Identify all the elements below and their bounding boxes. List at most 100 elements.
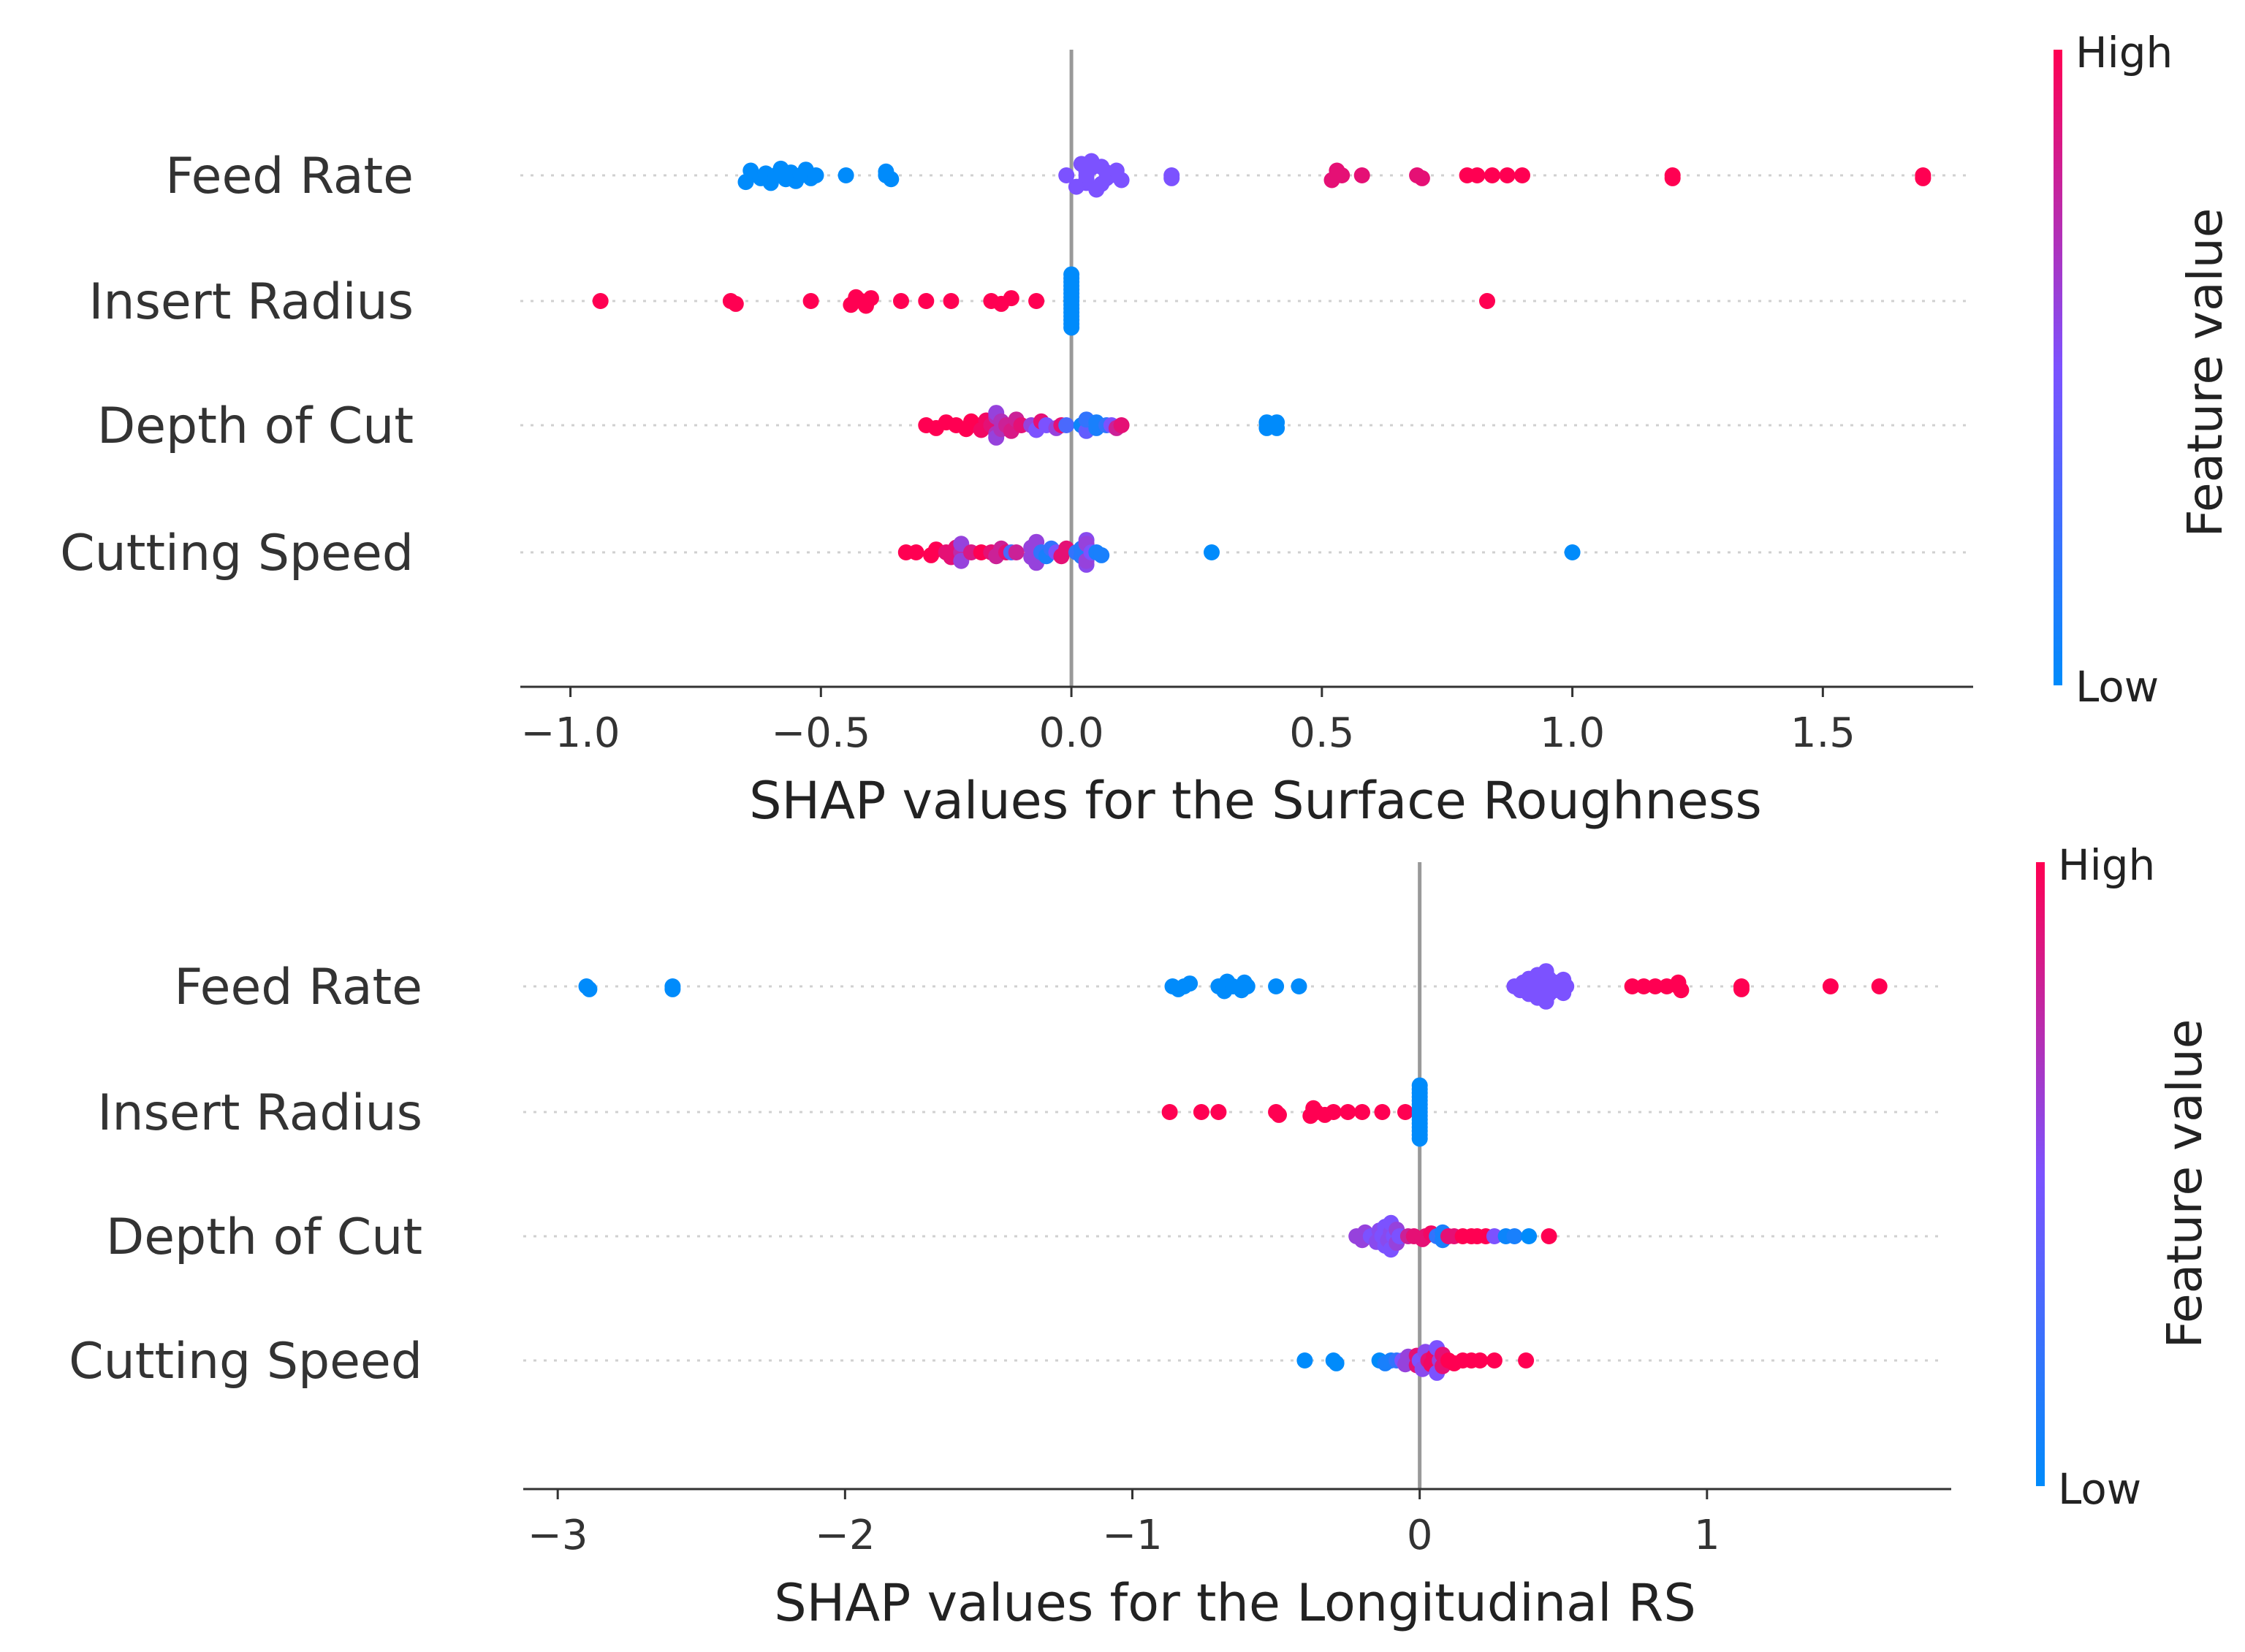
shap-point — [1479, 293, 1495, 309]
colorbar-title: Feature value — [2177, 208, 2233, 538]
shap-point — [1193, 1104, 1209, 1120]
points-group — [592, 153, 1931, 573]
shap-point — [1028, 293, 1045, 309]
x-tick-label: 1.5 — [1790, 709, 1855, 757]
shap-point — [1624, 978, 1641, 994]
x-tick-label: −0.5 — [771, 709, 870, 757]
shap-point — [1647, 978, 1663, 994]
x-axis-title: SHAP values for the Longitudinal RS — [774, 1573, 1696, 1633]
shap-point — [1521, 1228, 1538, 1244]
shap-point — [1328, 1355, 1345, 1371]
colorbar-high-label: High — [2058, 840, 2155, 890]
shap-point — [1003, 290, 1019, 307]
shap-point — [1670, 974, 1687, 991]
feature-label: Depth of Cut — [97, 397, 414, 455]
feature-label: Insert Radius — [97, 1084, 422, 1142]
chart-surface-roughness: Feed Rate Insert Radius Depth of Cut Cut… — [60, 28, 2233, 831]
shap-point — [1161, 1104, 1178, 1120]
shap-point — [1499, 167, 1516, 183]
shap-point — [1472, 1352, 1489, 1369]
x-tick-label: 1.0 — [1540, 709, 1605, 757]
feature-labels: Feed Rate Insert Radius Depth of Cut Cut… — [69, 959, 422, 1390]
shap-point — [837, 167, 854, 183]
x-tick-label: 1 — [1694, 1512, 1720, 1559]
shap-point — [1058, 167, 1075, 183]
colorbar-low-label: Low — [2075, 662, 2159, 712]
shap-point — [1558, 978, 1575, 994]
shap-point — [893, 293, 909, 309]
shap-point — [1113, 417, 1130, 433]
feature-label: Cutting Speed — [60, 525, 414, 582]
shap-point — [1822, 978, 1839, 994]
x-ticks: −3 −2 −1 0 1 — [528, 1489, 1720, 1559]
gridlines — [523, 985, 1944, 1362]
shap-point — [1325, 1104, 1342, 1120]
gridlines — [520, 174, 1966, 554]
shap-point — [1182, 975, 1199, 992]
x-axis-title: SHAP values for the Surface Roughness — [749, 771, 1762, 831]
feature-labels: Feed Rate Insert Radius Depth of Cut Cut… — [60, 148, 414, 582]
x-ticks: −1.0 −0.5 0.0 0.5 1.0 1.5 — [521, 687, 1855, 757]
shap-point — [1271, 1106, 1287, 1123]
shap-point — [1413, 170, 1430, 186]
shap-point — [581, 981, 598, 997]
shap-point — [802, 293, 819, 309]
shap-point — [1636, 978, 1652, 994]
feature-label: Depth of Cut — [106, 1208, 422, 1266]
shap-point — [1108, 162, 1125, 179]
x-tick-label: −3 — [528, 1512, 588, 1559]
shap-point — [1239, 978, 1256, 994]
shap-point — [1871, 978, 1888, 994]
shap-point — [1163, 170, 1180, 186]
colorbar: High Low Feature value — [2036, 840, 2213, 1514]
shap-point — [1733, 981, 1750, 997]
shap-point — [1506, 1228, 1523, 1244]
points-group — [578, 963, 1888, 1381]
colorbar: High Low Feature value — [2054, 28, 2233, 712]
shap-point — [1291, 978, 1307, 994]
shap-point — [1664, 170, 1681, 186]
feature-label: Feed Rate — [174, 959, 422, 1016]
shap-point — [1268, 978, 1285, 994]
shap-point — [1354, 1104, 1370, 1120]
colorbar-title: Feature value — [2157, 1019, 2213, 1349]
shap-point — [943, 293, 960, 309]
shap-point — [1078, 167, 1095, 183]
colorbar-low-label: Low — [2058, 1464, 2141, 1514]
shap-point — [1340, 1104, 1356, 1120]
colorbar-high-label: High — [2075, 28, 2173, 77]
x-tick-label: 0.0 — [1039, 709, 1104, 757]
chart-longitudinal-rs: Feed Rate Insert Radius Depth of Cut Cut… — [69, 840, 2213, 1633]
shap-point — [878, 163, 894, 180]
x-tick-label: −1.0 — [521, 709, 620, 757]
shap-point — [908, 544, 924, 560]
shap-point — [1397, 1104, 1413, 1120]
x-tick-label: −2 — [815, 1512, 875, 1559]
shap-point — [1269, 414, 1285, 431]
shap-point — [1518, 1352, 1535, 1369]
shap-point — [1514, 167, 1530, 183]
shap-point — [1008, 544, 1025, 560]
feature-label: Cutting Speed — [69, 1333, 422, 1390]
shap-point — [1353, 167, 1370, 183]
shap-point — [1334, 167, 1351, 183]
shap-point — [918, 293, 935, 309]
shap-point — [1564, 544, 1581, 560]
shap-point — [1210, 1104, 1227, 1120]
x-tick-label: 0.5 — [1289, 709, 1354, 757]
shap-point — [1486, 1228, 1503, 1244]
x-tick-label: 0 — [1407, 1512, 1433, 1559]
colorbar-gradient — [2054, 50, 2062, 685]
shap-point — [1296, 1352, 1313, 1369]
shap-point — [1541, 1228, 1557, 1244]
shap-point — [1204, 544, 1220, 560]
shap-point — [1486, 1352, 1503, 1369]
shap-point — [1469, 167, 1486, 183]
shap-point — [664, 981, 681, 997]
shap-point — [727, 295, 744, 312]
shap-point — [1915, 170, 1931, 186]
shap-point — [808, 167, 824, 183]
shap-point — [1411, 1130, 1428, 1147]
shap-point — [1058, 417, 1075, 433]
